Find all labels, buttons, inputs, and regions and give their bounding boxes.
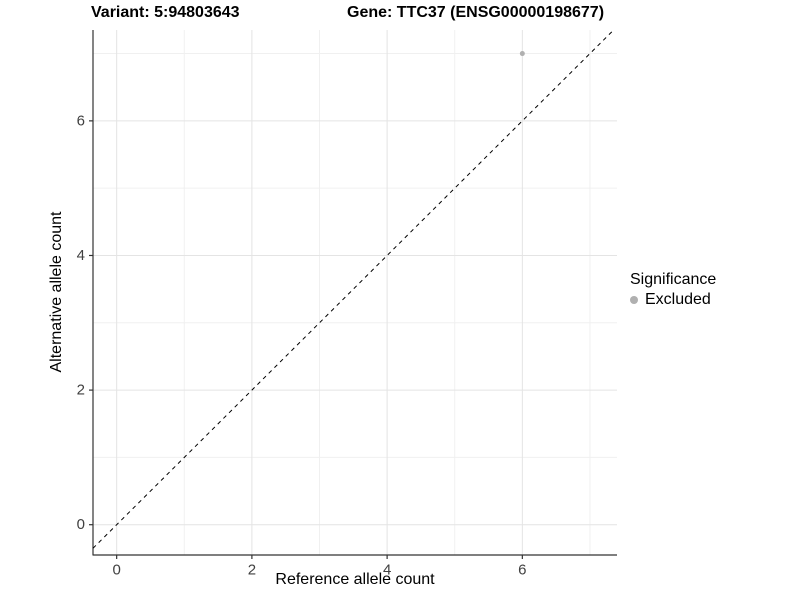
- variant-title: Variant: 5:94803643: [91, 4, 240, 21]
- x-tick-label: 2: [248, 561, 256, 578]
- x-tick-label: 4: [383, 561, 391, 578]
- legend-item: Excluded: [630, 291, 716, 309]
- legend-items: Excluded: [630, 291, 716, 309]
- legend-title: Significance: [630, 271, 717, 288]
- y-tick-label: 6: [77, 112, 85, 129]
- x-axis-label: Reference allele count: [275, 571, 435, 588]
- x-tick-label: 0: [112, 561, 120, 578]
- y-axis-label: Alternative allele count: [48, 211, 65, 373]
- x-tick-label: 6: [518, 561, 526, 578]
- legend-point-icon: [630, 296, 638, 304]
- y-tick-label: 2: [77, 382, 85, 399]
- legend: Significance Excluded: [630, 271, 716, 309]
- data-point: [519, 51, 525, 57]
- identity-line: [92, 29, 614, 549]
- gene-title: Gene: TTC37 (ENSG00000198677): [347, 4, 605, 21]
- y-tick-label: 4: [77, 247, 85, 264]
- legend-item-label: Excluded: [645, 291, 711, 308]
- y-tick-label: 0: [77, 516, 85, 533]
